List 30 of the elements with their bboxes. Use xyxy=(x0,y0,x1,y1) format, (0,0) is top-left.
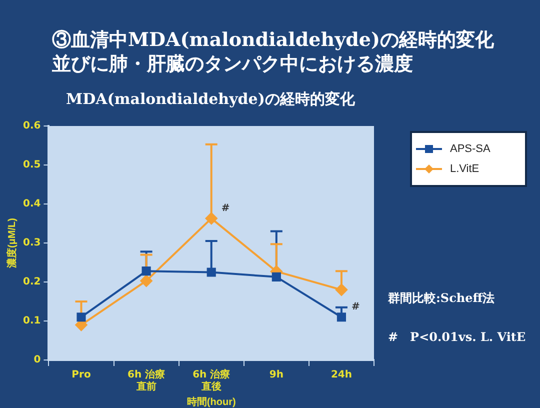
point xyxy=(205,212,218,224)
point xyxy=(142,266,151,276)
point xyxy=(76,312,86,322)
y-axis-title: 濃度(μM/L) xyxy=(6,218,18,269)
text: 群間比較:Scheff法 xyxy=(388,290,496,307)
y-tick-label: 0.6 xyxy=(22,120,41,132)
x-axis-title: 時間(hour) xyxy=(186,396,236,408)
chart-title: ③血清中MDA(malondialdehyde)の経時的変化並びに肺・肝臓のタンパク中における濃度 xyxy=(52,28,495,76)
x-tick-label: 9h xyxy=(269,370,284,381)
y-tick-label: 0.3 xyxy=(22,238,41,249)
chart-subtitle: MDA(malondialdehyde)の経時的変化 xyxy=(66,90,355,109)
point xyxy=(206,268,216,277)
legend-label: APS-SA xyxy=(450,143,490,155)
legend-label: L.VitE xyxy=(450,163,480,175)
y-tick-label: 0.4 xyxy=(22,198,41,210)
point xyxy=(336,312,346,322)
annotation: # xyxy=(221,203,230,214)
x-tick-label: Pro xyxy=(72,370,91,381)
y-tick-label: 0.1 xyxy=(22,316,41,327)
point xyxy=(335,284,348,296)
x-tick-label: 6h 治療直後 xyxy=(192,368,230,393)
x-tick-label: 24h xyxy=(330,370,352,381)
text: # P<0.01vs. L. VitE xyxy=(388,329,526,346)
point xyxy=(140,274,152,287)
x-tick-label: 6h 治療直前 xyxy=(128,368,166,393)
annotation: # xyxy=(351,302,360,313)
y-tick-label: 0.2 xyxy=(22,276,41,288)
y-tick-label: 0 xyxy=(34,354,41,366)
y-tick-label: 0.5 xyxy=(22,160,41,171)
point xyxy=(272,272,281,282)
